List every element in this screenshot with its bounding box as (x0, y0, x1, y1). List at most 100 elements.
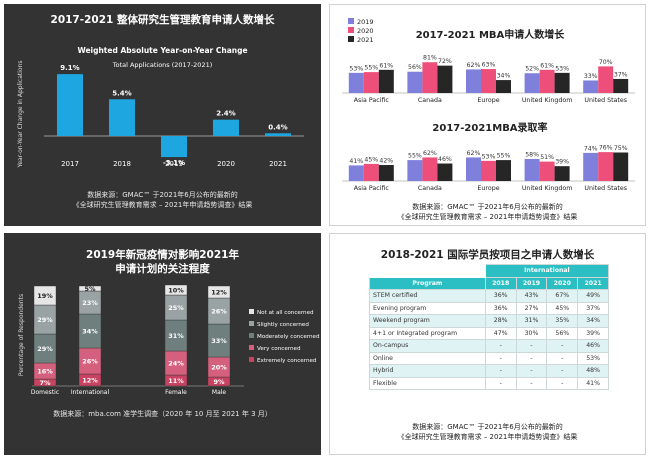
y-axis-label: Percentage of Respondents (18, 294, 25, 376)
panel-applications-growth: 2017-2021 整体研究生管理教育申请人数增长 Weighted Absol… (4, 4, 321, 226)
legend-swatch-2021 (348, 36, 354, 42)
admit-bar-United Kingdom-2019 (524, 158, 540, 181)
admit-bar-United States-2021 (613, 152, 629, 181)
value-cell: 30% (515, 326, 548, 340)
value-cell: 56% (546, 326, 579, 340)
segment-Female-Not at all concerned (164, 284, 188, 296)
table-row: Flexible - - -41% (369, 376, 609, 390)
program-name-cell: Hybrid (369, 364, 486, 378)
admit-bar-United States-2020 (598, 152, 614, 181)
source-note: 数据来源：mba.com 准学生调查（2020 年 10 月至 2021 年 3… (53, 410, 272, 418)
segment-label-Domestic-Slightly concerned: 29% (37, 316, 53, 324)
growth-label-United Kingdom-2019: 52% (525, 66, 539, 73)
admit-label-United States-2021: 75% (614, 145, 628, 152)
growth-bar-Canada-2019 (407, 71, 423, 93)
growth-label-United Kingdom-2021: 53% (555, 65, 569, 72)
column-header-2021: 2021 (577, 276, 609, 290)
legend-label-Extremely concerned: Extremely concerned (257, 358, 317, 364)
segment-Male-Not at all concerned (207, 285, 231, 299)
value-cell: 49% (577, 289, 609, 303)
table-title: 2018-2021 国际学员按项目之申请人数增长 (380, 249, 595, 261)
table-row: Online - - -53% (369, 351, 609, 365)
value-cell: - (546, 339, 579, 353)
x-tick-label-2018: 2018 (113, 160, 131, 168)
bar-2020 (213, 119, 239, 136)
growth-bar-Asia Pacific-2019 (348, 72, 364, 93)
segment-Domestic-Not at all concerned (33, 285, 57, 306)
growth-x-tick-United Kingdom: United Kingdom (522, 97, 573, 104)
column-header-2018: 2018 (484, 276, 517, 290)
admit-label-United Kingdom-2019: 58% (525, 151, 539, 158)
legend-swatch-Moderately concerned (249, 333, 254, 338)
source-line-2: 《全球研究生管理教育需求 – 2021年申请趋势调查》结果 (397, 433, 578, 441)
value-cell: - (484, 351, 517, 365)
legend-swatch-2020 (348, 27, 354, 33)
program-name-cell: Flexible (369, 376, 486, 390)
segment-label-Domestic-Extremely concerned: 7% (39, 379, 51, 387)
admit-x-tick-United Kingdom: United Kingdom (522, 185, 573, 192)
data-label-2020: 2.4% (216, 110, 235, 118)
segment-label-International-Extremely concerned: 12% (82, 376, 98, 384)
admit-bar-United Kingdom-2021 (554, 166, 570, 181)
growth-bar-Canada-2021 (437, 65, 453, 93)
chart-title: 2019年新冠疫情对影响2021年 (86, 249, 239, 261)
admit-label-United States-2019: 74% (584, 145, 598, 152)
value-cell: 28% (484, 314, 517, 328)
admit-x-tick-Europe: Europe (477, 185, 499, 192)
admit-label-Canada-2019: 55% (408, 153, 422, 160)
source-note: 数据来源：GMAC™ 于2021年6月公布的最新的 《全球研究生管理教育需求 –… (330, 202, 645, 222)
value-cell: - (515, 364, 548, 378)
legend-swatch-2019 (348, 18, 354, 24)
value-cell: 34% (577, 314, 609, 328)
growth-bar-United Kingdom-2019 (524, 73, 540, 93)
column-header-2019: 2019 (515, 276, 548, 290)
table-group-header: International (484, 264, 610, 278)
source-note: 数据来源：GMAC™ 于2021年6月公布的最新的 《全球研究生管理教育需求 –… (4, 190, 321, 210)
source-note: 数据来源：GMAC™ 于2021年6月公布的最新的 《全球研究生管理教育需求 –… (330, 422, 645, 442)
growth-bar-Europe-2021 (496, 80, 511, 93)
admit-bar-Europe-2020 (481, 160, 496, 181)
value-cell: 36% (484, 289, 517, 303)
bar-chart-applications: Year-on-Year Change in Applications 9.1% 2… (17, 60, 304, 169)
growth-bar-Europe-2019 (466, 69, 481, 93)
admit-bar-Europe-2021 (496, 160, 511, 181)
admit-bar-United States-2019 (583, 152, 599, 181)
admit-label-Europe-2021: 55% (497, 153, 511, 160)
value-cell: - (515, 351, 548, 365)
value-cell: 46% (577, 339, 609, 353)
growth-x-tick-Asia Pacific: Asia Pacific (354, 97, 390, 104)
x-tick-label-2020: 2020 (217, 160, 235, 168)
growth-x-tick-United States: United States (584, 97, 627, 104)
segment-label-Female-Moderately concerned: 31% (168, 332, 184, 340)
admit-label-Asia Pacific-2021: 42% (379, 158, 393, 165)
segment-label-Male-Extremely concerned: 9% (213, 378, 225, 386)
admit-label-Asia Pacific-2019: 41% (349, 158, 363, 165)
x-tick-label-2021: 2021 (269, 160, 287, 168)
value-cell: 36% (484, 301, 517, 315)
admit-bar-Asia Pacific-2020 (363, 163, 379, 181)
programs-table: International Program 2018 2019 2020 2021 ST… (369, 264, 610, 390)
admit-bar-Canada-2020 (422, 157, 438, 181)
growth-label-Canada-2019: 56% (408, 64, 422, 71)
growth-label-Asia Pacific-2021: 61% (379, 62, 393, 69)
admit-bar-Canada-2019 (407, 160, 423, 181)
growth-x-tick-Canada: Canada (418, 97, 442, 104)
growth-bar-United States-2021 (613, 78, 629, 93)
segment-label-Female-Extremely concerned: 11% (168, 377, 184, 385)
chart-subtitle-2: Total Applications (2017-2021) (112, 61, 213, 69)
chart-title: 2017-2021 整体研究生管理教育申请人数增长 (50, 14, 275, 26)
admit-x-tick-Asia Pacific: Asia Pacific (354, 185, 390, 192)
growth-label-Europe-2019: 62% (467, 62, 481, 69)
admit-x-tick-United States: United States (584, 185, 627, 192)
x-tick-International: International (71, 389, 110, 396)
growth-label-Asia Pacific-2020: 55% (364, 65, 378, 72)
column-header-program: Program (369, 276, 486, 290)
legend-swatch-Very concerned (249, 345, 254, 350)
legend-label-Not at all concerned: Not at all concerned (257, 310, 314, 316)
source-line-2: 《全球研究生管理教育需求 – 2021年申请趋势调查》结果 (72, 201, 253, 209)
admit-label-United Kingdom-2021: 39% (555, 159, 569, 166)
admit-label-Europe-2019: 62% (467, 150, 481, 157)
segment-label-Male-Moderately concerned: 33% (211, 337, 227, 345)
growth-bar-United Kingdom-2020 (539, 69, 555, 93)
growth-bar-Asia Pacific-2020 (363, 72, 379, 93)
